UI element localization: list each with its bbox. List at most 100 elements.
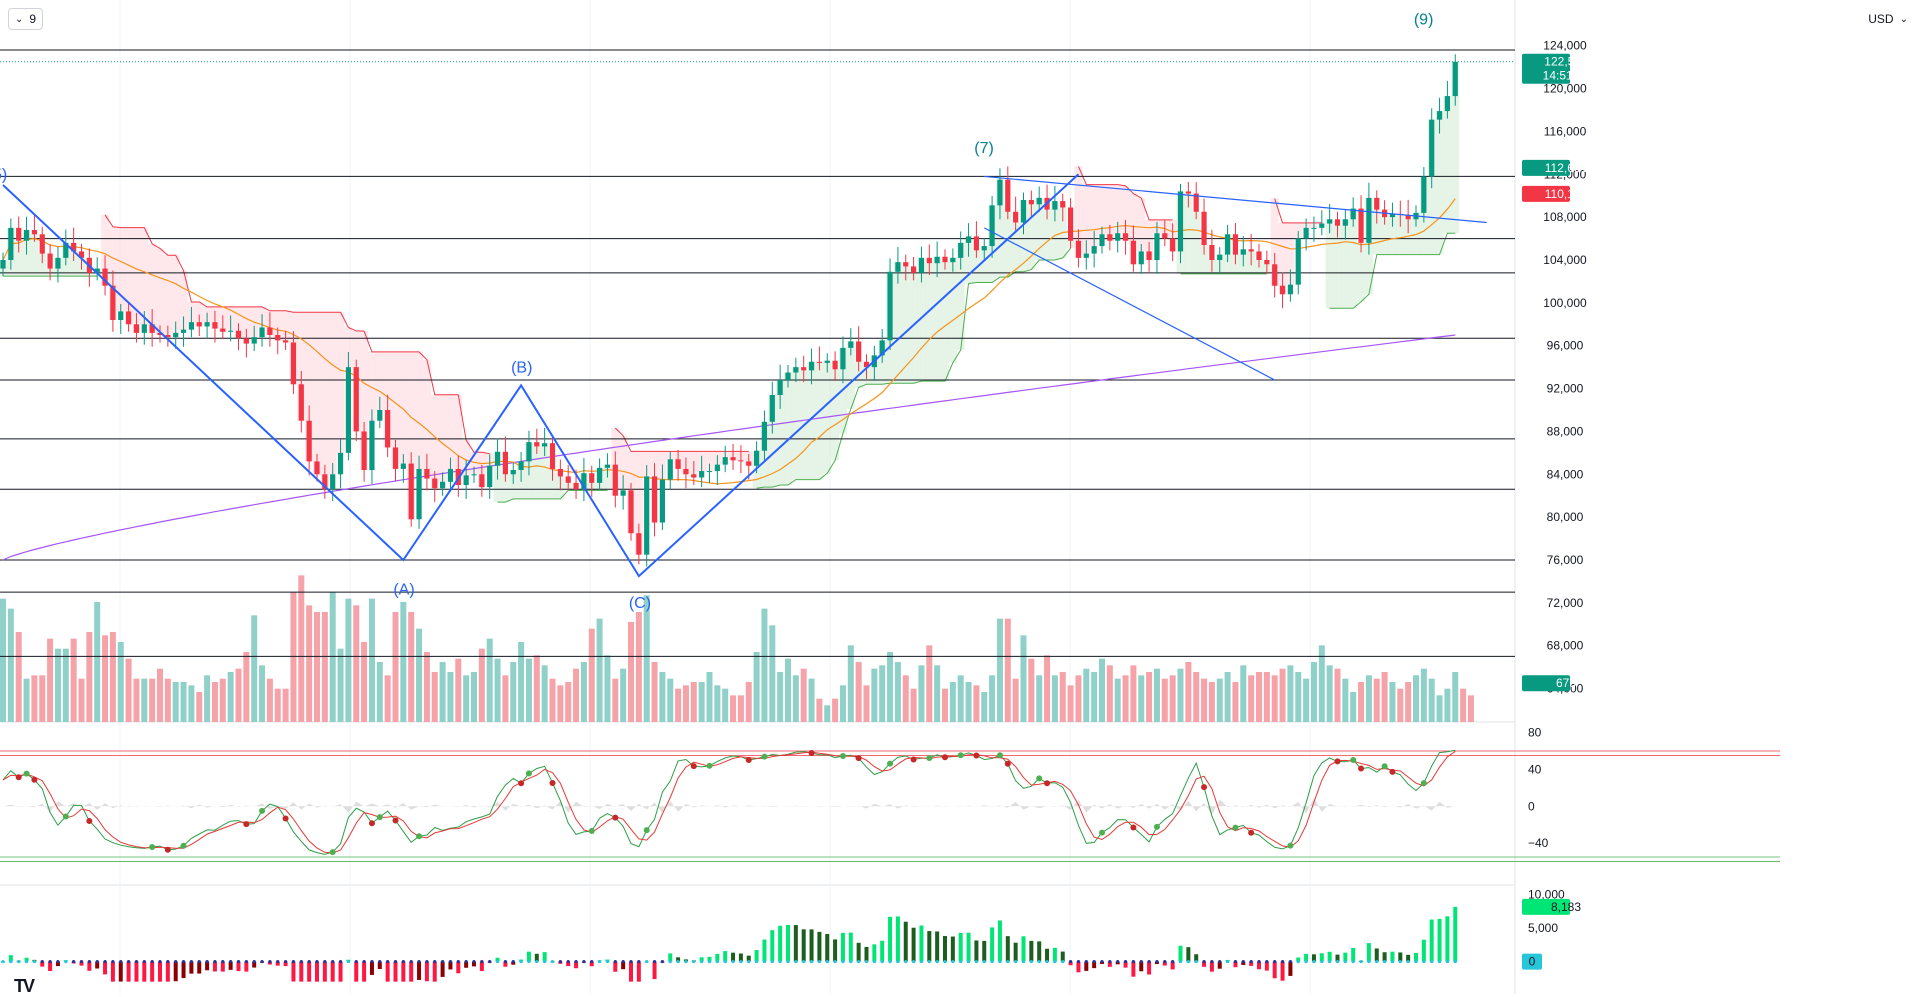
stochastic-cross-marker [1287, 842, 1294, 849]
histogram-bar [228, 961, 233, 970]
histogram-bar [1045, 948, 1050, 962]
cloud-segment-bull [1043, 209, 1052, 260]
volume-bar [949, 682, 956, 722]
histogram-bar [322, 961, 327, 982]
cloud-segment-bear [1082, 184, 1091, 254]
volume-bar [1208, 682, 1215, 722]
volume-bar [274, 688, 281, 722]
volume-bar [620, 668, 627, 722]
cloud-segment-bear [281, 310, 290, 343]
interval-label: 9 [29, 12, 37, 26]
histogram-zero-dot [817, 959, 822, 964]
interval-selector[interactable]: ⌄ 9 [8, 8, 44, 30]
price-tick-label: 120,000 [1543, 82, 1587, 96]
histogram-zero-dot [48, 959, 52, 964]
histogram-zero-dot [503, 959, 507, 964]
candle-body [1146, 251, 1152, 260]
stochastic-cross-marker [690, 763, 697, 770]
histogram-zero-dot [307, 959, 311, 964]
cloud-segment-bear [1113, 184, 1122, 234]
candle-body [377, 410, 383, 421]
trailing-stop-bull [3, 232, 1456, 503]
histogram-zero-dot [1037, 959, 1041, 964]
histogram-zero-dot [550, 959, 555, 964]
histogram-bar [220, 961, 225, 972]
histogram-zero-dot [802, 959, 806, 964]
cloud-segment-bull [901, 266, 910, 384]
histogram-bar [126, 961, 131, 982]
volume-bar [839, 685, 846, 722]
histogram-zero-dot [111, 959, 115, 964]
candle-body [471, 474, 477, 476]
candle-body [1083, 253, 1089, 258]
stochastic-cross-marker [1389, 768, 1396, 775]
volume-bar [329, 592, 336, 722]
stochastic-cross-marker [957, 752, 964, 759]
candle-body [1107, 234, 1113, 241]
cloud-segment-bear [1105, 184, 1114, 241]
histogram-bar [158, 961, 162, 982]
histogram-bar [856, 942, 861, 962]
wave-label: (C) [629, 595, 651, 612]
volume-bar [102, 635, 109, 722]
histogram-zero-dot [1273, 959, 1277, 964]
histogram-bar [1029, 940, 1034, 962]
candle-body [1256, 251, 1262, 260]
volume-bar [39, 675, 46, 722]
histogram-zero-dot [1147, 959, 1151, 964]
stochastic-cross-marker [282, 815, 289, 822]
volume-bar [486, 638, 493, 722]
histogram-bar [1343, 952, 1348, 962]
candle-body [322, 474, 328, 490]
histogram-bar [87, 961, 92, 971]
cloud-segment-bull [815, 362, 824, 480]
stochastic-cross-marker [329, 849, 336, 856]
histogram-zero-dot [1359, 959, 1363, 964]
volume-bar [416, 628, 423, 722]
volume-bar [62, 648, 69, 722]
currency-selector[interactable]: USD ⌄ [1862, 8, 1914, 30]
histogram-zero-dot [174, 959, 178, 964]
candle-body [1240, 249, 1246, 255]
volume-bar [777, 672, 784, 722]
volume-bar [478, 648, 485, 722]
candle-body [267, 327, 273, 335]
cloud-segment-bull [995, 179, 1004, 278]
histogram-zero-dot [629, 959, 633, 964]
volume-bar [321, 612, 328, 722]
histogram-bar [1147, 961, 1152, 975]
cloud-segment-bull [14, 240, 23, 277]
volume-bar [1365, 675, 1372, 722]
histogram-zero-dot [739, 959, 743, 964]
histogram-zero-dot [229, 959, 233, 964]
volume-bar [1452, 672, 1459, 722]
candle-body [1075, 240, 1082, 258]
stochastic-cross-marker [1130, 824, 1137, 831]
histogram-zero-dot [1335, 959, 1340, 964]
histogram-zero-dot [809, 959, 814, 964]
histogram-zero-dot [1116, 959, 1120, 964]
histogram-zero-dot [495, 959, 500, 964]
histogram-zero-dot [433, 959, 437, 964]
histogram-bar [1084, 961, 1089, 971]
volume-bar [251, 615, 258, 722]
histogram-zero-dot [401, 959, 405, 964]
trendline-upper [984, 175, 1487, 224]
histogram-bar [1037, 941, 1042, 962]
volume-bar [730, 695, 737, 722]
candle-body [440, 481, 446, 489]
price-tag-label: 112,601 [1545, 161, 1588, 175]
candle-body [801, 367, 807, 371]
volume-bar [1248, 675, 1255, 722]
histogram-zero-dot [998, 959, 1002, 964]
candle-body [1264, 260, 1270, 265]
candle-body [408, 463, 414, 520]
histogram-zero-dot [1280, 959, 1285, 964]
volume-bar [361, 642, 368, 722]
histogram-bar [1123, 961, 1128, 968]
cloud-segment-bull [1412, 212, 1420, 255]
candle-body [526, 442, 532, 462]
cloud-segment-bear [462, 440, 471, 476]
volume-bar [1028, 658, 1035, 722]
